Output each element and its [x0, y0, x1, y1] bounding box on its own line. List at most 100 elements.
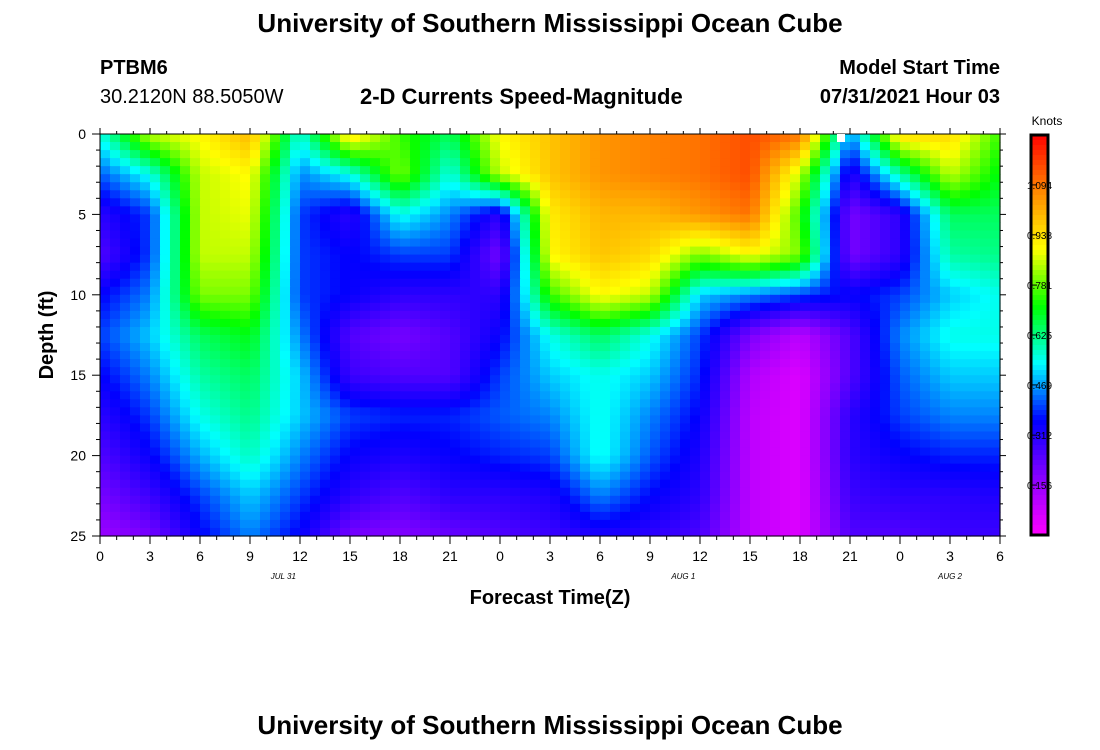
heatmap-cell [750, 399, 761, 408]
heatmap-cell [200, 367, 211, 376]
heatmap-cell [620, 326, 631, 336]
heatmap-cell [850, 399, 861, 408]
heatmap-cell [450, 286, 461, 296]
heatmap-cell [510, 238, 521, 248]
heatmap-cell [340, 230, 351, 240]
heatmap-cell [670, 190, 681, 199]
heatmap-cell [400, 182, 411, 191]
heatmap-cell [290, 182, 301, 191]
heatmap-cell [130, 262, 141, 272]
heatmap-cell [260, 310, 271, 320]
heatmap-cell [990, 222, 1001, 232]
heatmap-cell [280, 351, 291, 360]
heatmap-cell [240, 182, 251, 191]
heatmap-cell [590, 519, 601, 529]
heatmap-cell [440, 206, 451, 215]
colorbar-swatch [1031, 305, 1048, 311]
heatmap-cell [460, 479, 471, 489]
heatmap-cell [770, 270, 781, 280]
heatmap-cell [480, 310, 491, 320]
heatmap-cell [970, 142, 981, 151]
heatmap-cell [510, 214, 521, 224]
heatmap-cell [900, 495, 911, 505]
heatmap-cell [690, 278, 701, 288]
heatmap-cell [480, 214, 491, 224]
heatmap-cell [660, 278, 671, 288]
heatmap-cell [470, 206, 481, 215]
heatmap-cell [370, 278, 381, 288]
colorbar-swatch [1031, 210, 1048, 216]
heatmap-cell [540, 335, 551, 344]
heatmap-cell [260, 415, 271, 425]
heatmap-cell [300, 246, 311, 256]
heatmap-cell [640, 238, 651, 248]
heatmap-cell [940, 439, 951, 449]
heatmap-cell [420, 503, 431, 513]
heatmap-cell [770, 399, 781, 408]
heatmap-cell [300, 310, 311, 320]
heatmap-cell [560, 302, 571, 312]
heatmap-cell [860, 495, 871, 505]
heatmap-cell [300, 294, 311, 304]
heatmap-cell [420, 447, 431, 457]
heatmap-cell [830, 222, 841, 232]
heatmap-cell [610, 503, 621, 513]
heatmap-cell [410, 206, 421, 215]
heatmap-cell [600, 182, 611, 191]
colorbar-swatch [1031, 425, 1048, 431]
heatmap-cell [480, 343, 491, 352]
heatmap-cell [940, 487, 951, 497]
heatmap-cell [690, 318, 701, 328]
heatmap-cell [210, 431, 221, 441]
heatmap-cell [460, 359, 471, 368]
heatmap-cell [340, 503, 351, 513]
heatmap-cell [500, 351, 511, 360]
heatmap-cell [670, 150, 681, 159]
heatmap-cell [220, 423, 231, 433]
heatmap-cell [540, 519, 551, 529]
heatmap-cell [450, 399, 461, 408]
heatmap-cell [780, 399, 791, 408]
heatmap-cell [470, 367, 481, 376]
heatmap-cell [470, 455, 481, 465]
heatmap-cell [720, 214, 731, 224]
heatmap-cell [540, 278, 551, 288]
heatmap-cell [990, 359, 1001, 368]
heatmap-cell [920, 519, 931, 529]
heatmap-cell [240, 351, 251, 360]
heatmap-cell [350, 262, 361, 272]
heatmap-cell [980, 222, 991, 232]
colorbar-swatch [1031, 430, 1048, 436]
heatmap-cell [970, 359, 981, 368]
heatmap-cell [320, 222, 331, 232]
heatmap-cell [590, 150, 601, 159]
heatmap-cell [910, 519, 921, 529]
heatmap-cell [420, 190, 431, 199]
heatmap-cell [130, 286, 141, 296]
heatmap-cell [260, 431, 271, 441]
heatmap-cell [420, 463, 431, 473]
heatmap-cell [620, 471, 631, 481]
heatmap-cell [840, 302, 851, 312]
heatmap-cell [730, 262, 741, 272]
heatmap-cell [940, 214, 951, 224]
heatmap-cell [810, 383, 821, 392]
colorbar-swatch [1031, 395, 1048, 401]
heatmap-cell [520, 142, 531, 151]
heatmap-cell [690, 447, 701, 457]
heatmap-cell [310, 463, 321, 473]
heatmap-cell [620, 479, 631, 489]
heatmap-cell [220, 150, 231, 159]
heatmap-cell [130, 318, 141, 328]
heatmap-cell [810, 431, 821, 441]
heatmap-cell [810, 222, 821, 232]
heatmap-cell [840, 134, 851, 143]
heatmap-cell [640, 262, 651, 272]
heatmap-cell [310, 447, 321, 457]
heatmap-cell [170, 495, 181, 505]
heatmap-cell [960, 415, 971, 425]
heatmap-cell [140, 455, 151, 465]
heatmap-cell [290, 286, 301, 296]
heatmap-cell [610, 463, 621, 473]
heatmap-cell [460, 214, 471, 224]
